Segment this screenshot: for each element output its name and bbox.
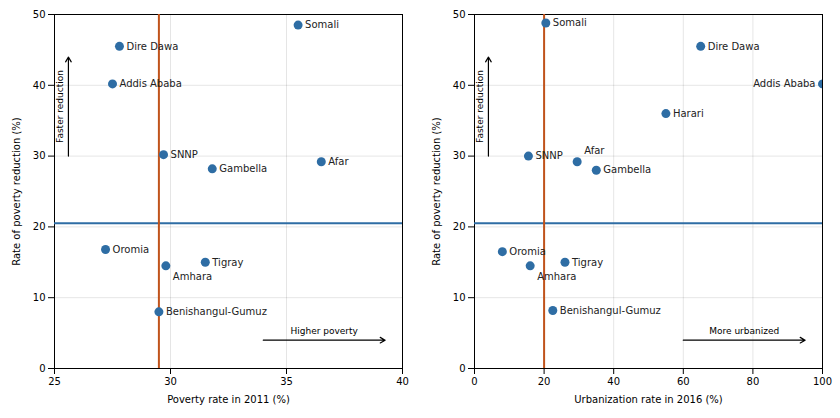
svg-text:More urbanized: More urbanized <box>709 326 779 336</box>
svg-text:Faster reduction: Faster reduction <box>475 70 485 143</box>
svg-text:Amhara: Amhara <box>173 271 212 282</box>
svg-text:Harari: Harari <box>673 108 704 119</box>
svg-text:0: 0 <box>471 376 477 387</box>
svg-text:60: 60 <box>677 376 690 387</box>
svg-text:50: 50 <box>453 9 466 20</box>
svg-text:35: 35 <box>280 376 293 387</box>
svg-text:40: 40 <box>396 376 409 387</box>
svg-text:20: 20 <box>538 376 551 387</box>
svg-text:Gambella: Gambella <box>603 164 651 175</box>
svg-text:80: 80 <box>747 376 760 387</box>
svg-text:Amhara: Amhara <box>537 271 576 282</box>
svg-text:Somali: Somali <box>553 17 587 28</box>
svg-text:Afar: Afar <box>328 156 349 167</box>
svg-text:40: 40 <box>607 376 620 387</box>
svg-text:SNNP: SNNP <box>171 149 198 160</box>
svg-text:Dire Dawa: Dire Dawa <box>708 41 760 52</box>
svg-text:Dire Dawa: Dire Dawa <box>126 41 178 52</box>
svg-text:Addis Ababa: Addis Ababa <box>120 78 182 89</box>
svg-text:Benishangul-Gumuz: Benishangul-Gumuz <box>560 305 661 316</box>
svg-text:20: 20 <box>453 221 466 232</box>
svg-text:Afar: Afar <box>584 145 605 156</box>
svg-text:20: 20 <box>33 221 46 232</box>
svg-text:Oromia: Oromia <box>113 244 150 255</box>
svg-text:0: 0 <box>39 363 45 374</box>
svg-text:Higher poverty: Higher poverty <box>290 326 358 336</box>
svg-text:0: 0 <box>459 363 465 374</box>
svg-text:10: 10 <box>453 292 466 303</box>
svg-text:Addis Ababa: Addis Ababa <box>753 78 815 89</box>
svg-text:Faster reduction: Faster reduction <box>55 70 65 143</box>
svg-text:30: 30 <box>33 150 46 161</box>
svg-text:SNNP: SNNP <box>535 150 562 161</box>
svg-text:25: 25 <box>48 376 61 387</box>
svg-text:Gambella: Gambella <box>219 163 267 174</box>
svg-text:Somali: Somali <box>305 19 339 30</box>
svg-text:50: 50 <box>33 9 46 20</box>
svg-text:40: 40 <box>33 80 46 91</box>
svg-text:Benishangul-Gumuz: Benishangul-Gumuz <box>166 306 267 317</box>
svg-text:Rate of poverty reduction (%): Rate of poverty reduction (%) <box>11 117 22 266</box>
svg-text:Poverty rate in 2011 (%): Poverty rate in 2011 (%) <box>167 394 290 405</box>
svg-text:40: 40 <box>453 80 466 91</box>
svg-text:Urbanization rate in 2016 (%): Urbanization rate in 2016 (%) <box>574 394 723 405</box>
svg-text:30: 30 <box>164 376 177 387</box>
svg-text:Rate of poverty reduction (%): Rate of poverty reduction (%) <box>431 117 442 266</box>
svg-text:Oromia: Oromia <box>509 246 546 257</box>
svg-text:10: 10 <box>33 292 46 303</box>
svg-text:100: 100 <box>813 376 832 387</box>
svg-text:30: 30 <box>453 150 466 161</box>
svg-text:Tigray: Tigray <box>571 257 603 268</box>
svg-text:Tigray: Tigray <box>211 257 243 268</box>
